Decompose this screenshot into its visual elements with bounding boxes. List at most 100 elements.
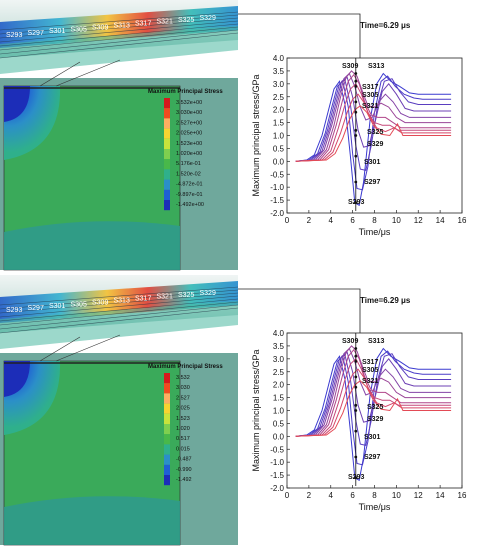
marker-dot (354, 128, 358, 132)
contour-legend-swatch (164, 200, 170, 211)
strip-layer-line (0, 295, 239, 318)
strip-label: S313 (114, 298, 130, 305)
curve-label: S317 (362, 359, 378, 366)
contour-legend-value: 3.532 (176, 375, 190, 381)
contour-legend-swatch (164, 149, 170, 160)
contour-lower-zone (4, 221, 180, 270)
strip-label: S305 (71, 26, 87, 33)
x-tick-label: 4 (329, 491, 334, 500)
strip-label: S305 (71, 301, 87, 308)
contour-legend-value: 2.527e+00 (176, 120, 202, 126)
y-tick-label: 3.5 (273, 67, 285, 76)
y-tick-label: 1.0 (273, 132, 285, 141)
marker-dot (354, 79, 358, 83)
strip-label: S317 (135, 21, 151, 28)
x-tick-label: 16 (458, 491, 467, 500)
strip-label: S297 (28, 305, 44, 312)
series-line-s293 (295, 72, 452, 207)
y-tick-label: 3.0 (273, 80, 285, 89)
marker-dot (354, 110, 358, 114)
marker-dot (354, 409, 358, 412)
y-tick-label: -0.5 (270, 445, 284, 454)
contour-legend-value: -1.492e+00 (176, 202, 204, 208)
series-line-s329 (295, 380, 452, 437)
contour-legend-title: Maximum Principal Stress (148, 89, 223, 95)
contour-legend-value: 2.527 (176, 395, 190, 401)
strip-label: S293 (6, 307, 22, 314)
contour-legend-value: -0.487 (176, 457, 192, 463)
contour-legend-swatch (164, 413, 170, 424)
strip-layer-line (0, 304, 239, 330)
contour-legend-swatch (164, 464, 170, 475)
marker-dot (354, 100, 358, 104)
y-tick-label: -2.0 (270, 484, 284, 493)
y-tick-label: -2.0 (270, 209, 284, 218)
curve-label: S305 (362, 92, 378, 99)
strip-label: S309 (92, 24, 108, 31)
contour-plot: Maximum Principal Stress 3.532 3.030 2.527 2… (0, 334, 238, 546)
strip-label: S321 (157, 294, 173, 301)
curve-label: S317 (362, 84, 378, 91)
series-line-s317 (295, 73, 452, 162)
strip-label: S329 (200, 15, 216, 22)
curve-label: S301 (364, 434, 380, 441)
contour-legend-swatch (164, 169, 170, 180)
marker-dot (354, 201, 358, 205)
contour-legend-value: -0.990 (176, 467, 192, 473)
marker-dot (354, 154, 358, 158)
series-line-s297 (295, 350, 452, 466)
y-tick-label: 2.5 (273, 368, 285, 377)
contour-core (4, 361, 30, 397)
connector-line (238, 13, 361, 60)
x-tick-label: 12 (414, 216, 423, 225)
marker-dot (354, 403, 358, 407)
strip-label: S297 (28, 30, 44, 37)
y-tick-label: 1.0 (273, 407, 285, 416)
contour-legend-value: 1.020 (176, 426, 190, 432)
x-axis-label: Time/μs (359, 502, 391, 512)
series-line-s313 (295, 70, 452, 162)
line-chart: 0 2 4 6 8 10 12 14 16 -2.0 -1.5 -1.0 -0.5 0.0 0.5 1.0 1.… (251, 21, 467, 237)
contour-legend-swatch (164, 128, 170, 139)
contour-core (4, 86, 30, 122)
strip-layer-line (0, 286, 239, 306)
contour-legend-value: 3.030 (176, 385, 190, 391)
x-tick-label: 2 (307, 216, 312, 225)
line-chart: 0 2 4 6 8 10 12 14 16 -2.0 -1.5 -1.0 -0.5 0.0 0.5 1.0 1.… (251, 296, 467, 512)
marker-dot (354, 375, 358, 379)
contour-legend-value: -9.897e-01 (176, 192, 203, 198)
strip-label: S309 (92, 299, 108, 306)
contour-lower-zone (4, 496, 180, 545)
zoom-line (55, 334, 121, 362)
contour-legend-swatch (164, 98, 170, 109)
curve-label: S325 (367, 404, 383, 411)
marker-dot (354, 72, 358, 75)
strip-layer-line (0, 23, 239, 47)
curve-label: S313 (368, 63, 384, 70)
x-axis-label: Time/μs (359, 227, 391, 237)
y-tick-label: -0.5 (270, 170, 284, 179)
contour-legend-swatch (164, 424, 170, 435)
x-tick-label: 10 (392, 491, 401, 500)
figure-panel-bottom: S293 S297 S301 S305 S309 S313 S317 S321 S325 S329… (0, 275, 484, 550)
x-tick-label: 4 (329, 216, 334, 225)
contour-strip: S293 S297 S301 S305 S309 S313 S317 S321 S325 S329 (0, 0, 239, 74)
contour-legend-swatch (164, 475, 170, 486)
x-tick-label: 16 (458, 216, 467, 225)
curve-label: S321 (362, 378, 378, 385)
series-line-s297 (295, 75, 452, 191)
strip-layer-line (0, 292, 239, 314)
y-tick-label: -1.5 (270, 196, 284, 205)
time-label: Time=6.29 μs (360, 21, 411, 30)
strip-layer-line (0, 26, 239, 51)
series-line-s301 (295, 353, 452, 447)
contour-legend-swatch (164, 444, 170, 455)
contour-legend-value: 0.517 (176, 436, 190, 442)
x-tick-label: 8 (372, 491, 377, 500)
y-tick-label: 4.0 (273, 54, 285, 63)
curve-label: S329 (367, 416, 383, 423)
contour-legend-swatch (164, 393, 170, 404)
contour-legend-swatch (164, 434, 170, 445)
curve-label: S325 (367, 129, 383, 136)
strip-label: S321 (157, 19, 173, 26)
